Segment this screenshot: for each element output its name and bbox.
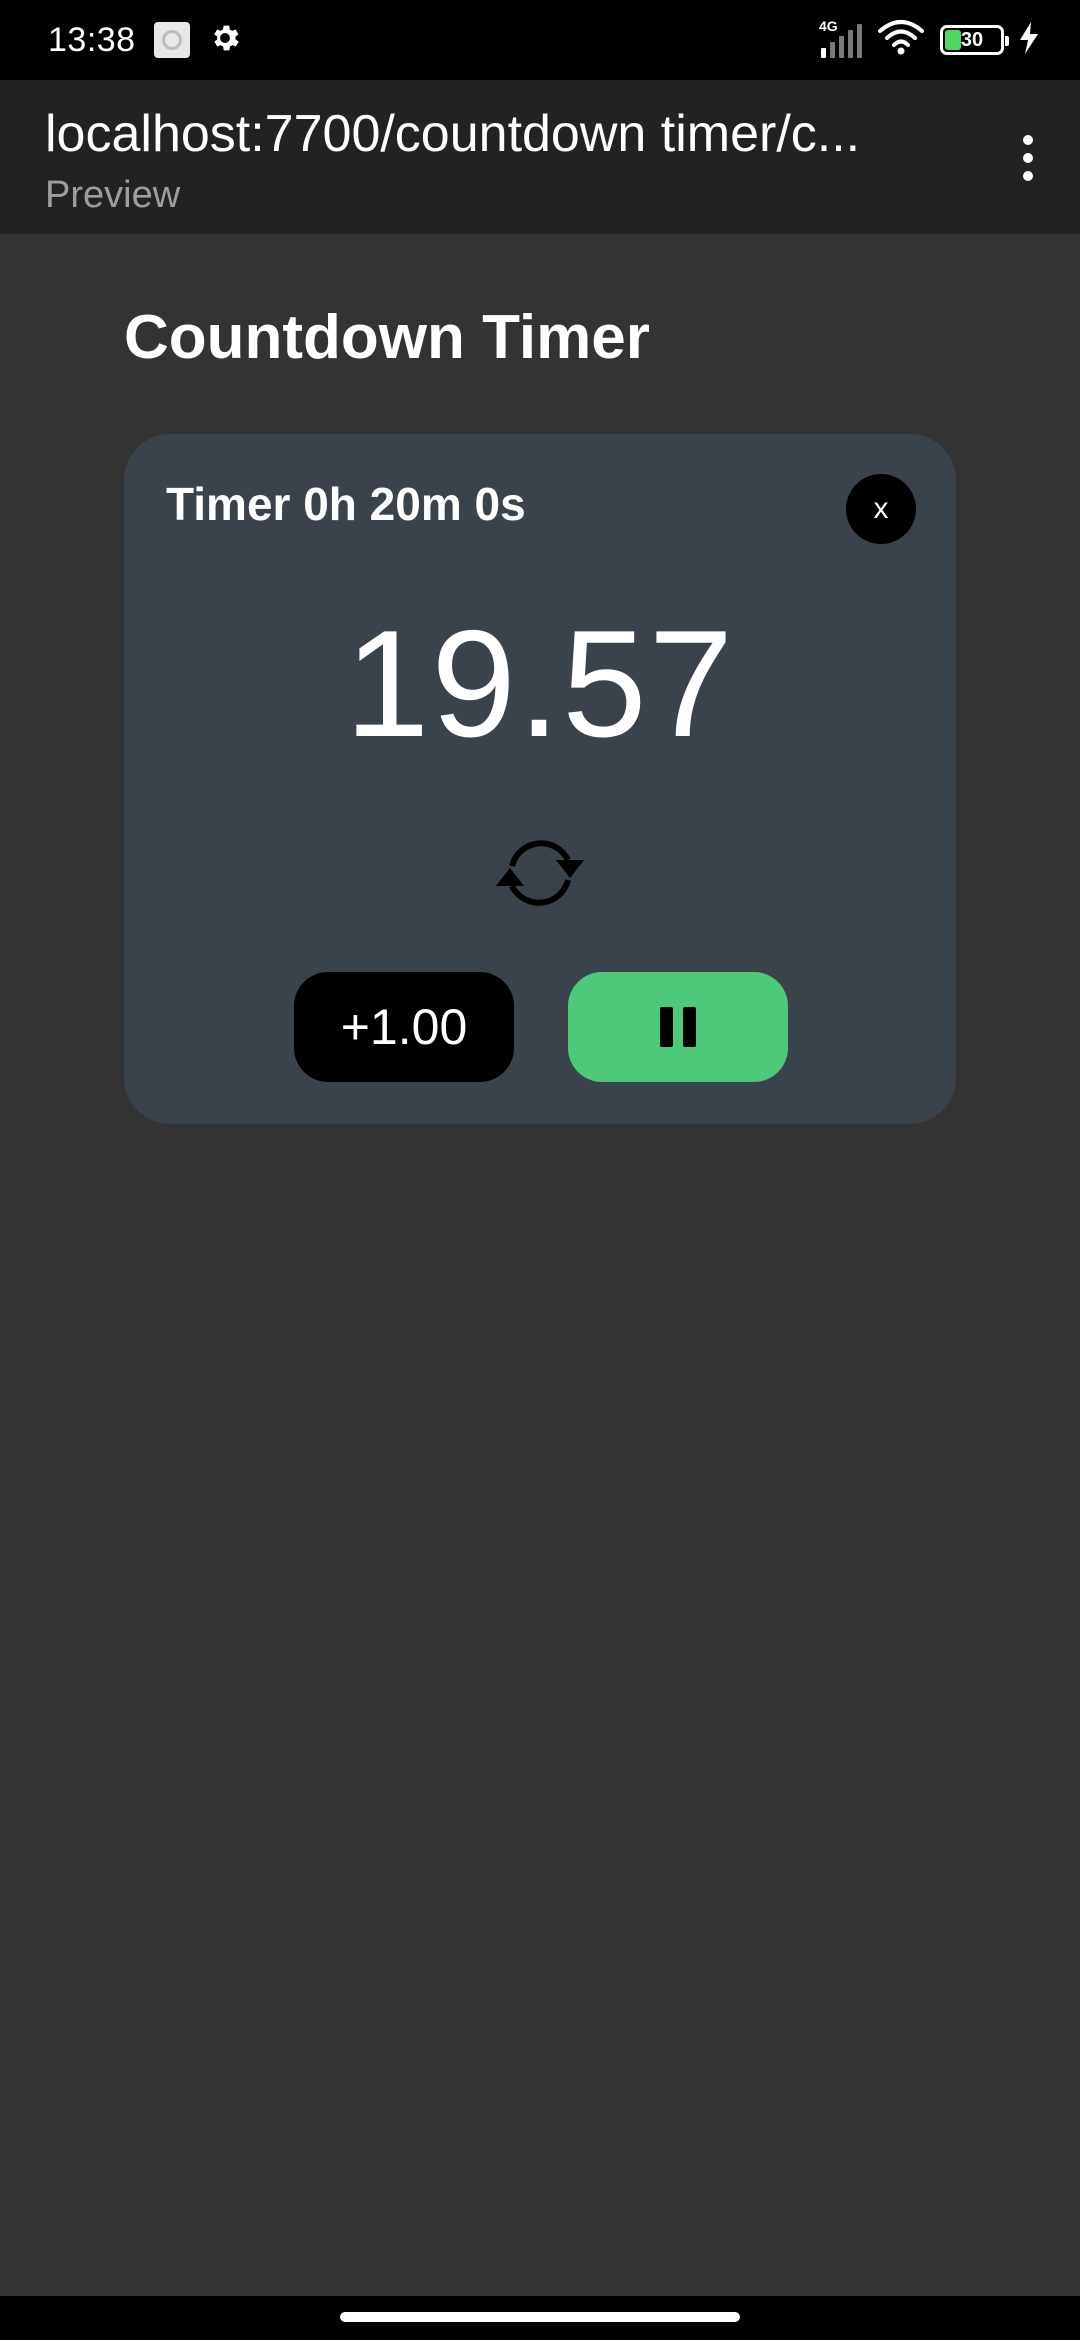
charging-bolt-icon	[1018, 21, 1040, 59]
url-title[interactable]: localhost:7700/countdown timer/c...	[45, 105, 861, 163]
status-left: 13:38	[48, 21, 242, 60]
more-vertical-icon[interactable]	[998, 122, 1058, 194]
timer-label: Timer 0h 20m 0s	[166, 478, 526, 530]
app-bar: localhost:7700/countdown timer/c... Prev…	[0, 80, 1080, 234]
home-indicator[interactable]	[340, 2312, 740, 2322]
signal-icon: 4G	[811, 18, 862, 58]
status-right: 4G 30	[811, 18, 1040, 62]
battery-icon: 30	[940, 25, 1009, 55]
settings-gear-icon	[208, 21, 242, 60]
navigation-bar	[0, 2296, 1080, 2340]
status-bar: 13:38 4G	[0, 0, 1080, 80]
timer-display: 19.57	[344, 599, 736, 769]
refresh-arrows-icon[interactable]	[490, 828, 590, 918]
battery-fill	[945, 30, 962, 50]
battery-level: 30	[960, 28, 984, 51]
pause-icon	[660, 1007, 673, 1047]
timer-card: Timer 0h 20m 0s x 19.57 +1.00	[124, 434, 956, 1124]
notification-square-icon	[153, 22, 190, 58]
status-time: 13:38	[48, 20, 136, 59]
network-type: 4G	[819, 18, 838, 34]
close-timer-button[interactable]: x	[846, 474, 916, 544]
wifi-icon	[876, 19, 926, 62]
add-minute-button[interactable]: +1.00	[294, 972, 514, 1082]
url-subtitle: Preview	[45, 174, 181, 216]
page-title: Countdown Timer	[124, 303, 650, 372]
pause-button[interactable]	[568, 972, 788, 1082]
